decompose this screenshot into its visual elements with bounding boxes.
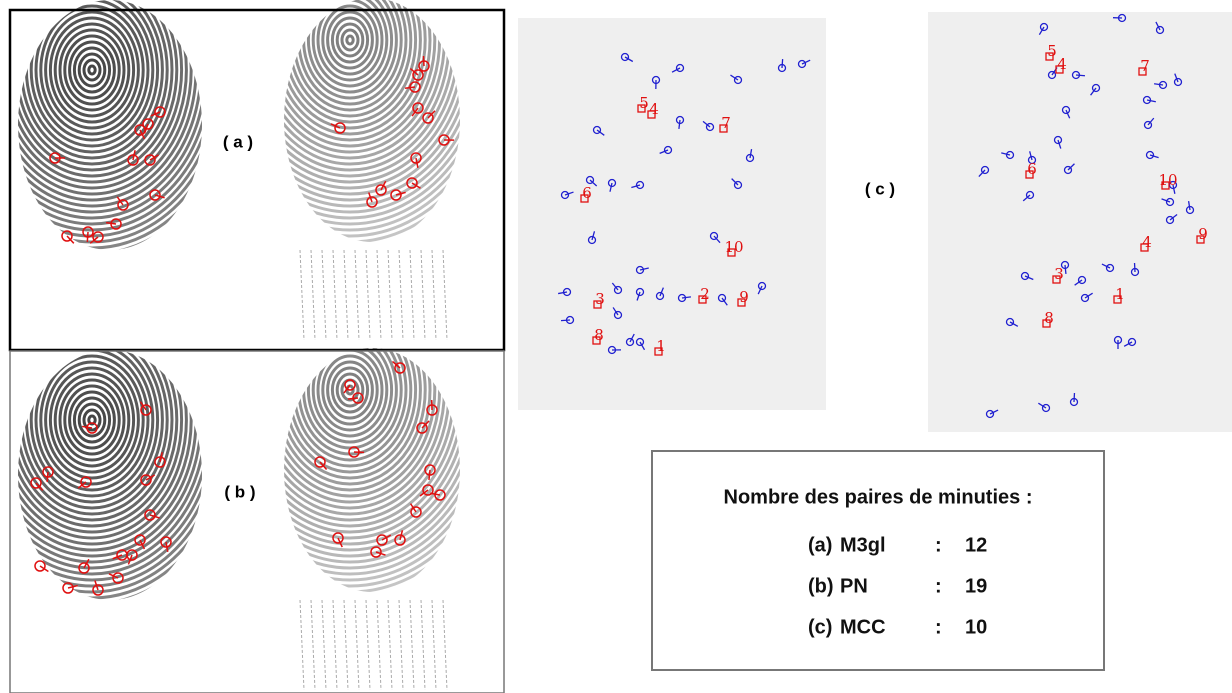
minutia-dir xyxy=(1076,75,1085,76)
minutia-dir xyxy=(416,158,418,168)
match-label: 10 xyxy=(1158,171,1177,189)
ridge xyxy=(50,18,133,122)
smudge xyxy=(366,600,370,690)
match-label: 7 xyxy=(721,114,731,132)
smudge xyxy=(410,600,414,690)
smudge xyxy=(432,250,436,340)
fingerprint xyxy=(0,164,297,676)
ridge xyxy=(0,170,292,670)
minutia-dir xyxy=(82,426,92,428)
minutia-dir xyxy=(430,493,440,495)
figure: ( a ) ( b ) ( c ) 5476103298154761094318… xyxy=(0,0,1232,693)
summary-cell: (b) xyxy=(808,575,834,597)
smudge xyxy=(377,250,381,340)
smudge xyxy=(443,600,447,690)
summary-cell: 12 xyxy=(965,534,987,556)
minutia-dir xyxy=(47,472,48,482)
fingerprint xyxy=(0,0,297,326)
smudge xyxy=(410,250,414,340)
smudge xyxy=(355,600,359,690)
minutia-dir xyxy=(429,470,430,480)
summary-title: Nombre des paires de minuties : xyxy=(724,486,1033,508)
smudge xyxy=(388,250,392,340)
ridge xyxy=(70,392,115,448)
summary-cell: MCC xyxy=(840,616,886,638)
ridge xyxy=(328,12,373,68)
match-label: 4 xyxy=(1057,55,1067,73)
ridge xyxy=(0,0,220,230)
smudge xyxy=(322,250,326,340)
smudge xyxy=(443,250,447,340)
match-label: 1 xyxy=(656,337,666,355)
summary-cell: 19 xyxy=(965,575,987,597)
match-label: 1 xyxy=(1115,285,1125,303)
minutia-dir xyxy=(133,150,135,160)
smudge xyxy=(366,250,370,340)
smudge xyxy=(344,600,348,690)
ridge xyxy=(347,36,353,44)
smudge xyxy=(344,250,348,340)
smudge xyxy=(421,250,425,340)
match-label: 4 xyxy=(649,100,659,118)
match-label: 7 xyxy=(1140,57,1150,75)
smudge xyxy=(311,600,315,690)
smudge xyxy=(421,600,425,690)
match-label: 8 xyxy=(594,326,604,344)
match-label: 8 xyxy=(1044,309,1054,327)
smudge xyxy=(399,250,403,340)
fingerprints xyxy=(0,0,555,690)
smudge xyxy=(300,250,304,340)
summary-cell: : xyxy=(935,575,942,597)
smudge xyxy=(399,600,403,690)
smudge xyxy=(355,250,359,340)
smudge xyxy=(377,600,381,690)
panel-label: ( a ) xyxy=(223,132,253,151)
smudge xyxy=(432,600,436,690)
minutia-dir xyxy=(561,320,570,321)
summary-cell: M3gl xyxy=(840,534,886,556)
match-label: 9 xyxy=(1198,225,1208,243)
smudge xyxy=(322,600,326,690)
summary-cell: : xyxy=(935,534,942,556)
summary-cell: : xyxy=(935,616,942,638)
match-label: 10 xyxy=(724,238,743,256)
match-label: 2 xyxy=(700,285,710,303)
minutia-dir xyxy=(348,398,358,399)
summary-cell: (c) xyxy=(808,616,832,638)
match-label: 9 xyxy=(739,288,749,306)
match-label: 6 xyxy=(1027,160,1037,178)
smudge xyxy=(300,600,304,690)
minutia-dir xyxy=(87,232,88,242)
ridge xyxy=(342,30,358,50)
summary-cell: 10 xyxy=(965,616,987,638)
minutia-dir xyxy=(67,236,74,243)
ridge xyxy=(50,368,133,472)
ridge xyxy=(89,66,95,74)
ridge xyxy=(70,42,115,98)
panel-label: ( b ) xyxy=(224,482,255,501)
panel-c-left xyxy=(518,18,826,410)
summary-cell: PN xyxy=(840,575,868,597)
panel-label: ( c ) xyxy=(865,179,895,198)
smudge xyxy=(388,600,392,690)
match-label: 3 xyxy=(1054,265,1064,283)
match-label: 6 xyxy=(582,184,592,202)
smudge xyxy=(333,600,337,690)
ridge xyxy=(2,308,181,532)
match-label: 5 xyxy=(1047,42,1057,60)
ridge xyxy=(174,0,526,260)
match-label: 3 xyxy=(595,290,605,308)
ridge xyxy=(84,60,100,80)
match-label: 4 xyxy=(1142,233,1152,251)
summary-cell: (a) xyxy=(808,534,832,556)
minutia-dir xyxy=(423,56,424,66)
match-label: 5 xyxy=(639,94,649,112)
smudge xyxy=(311,250,315,340)
minutia-dir xyxy=(782,59,783,68)
smudge xyxy=(333,250,337,340)
fingerprint xyxy=(145,0,555,296)
ridge xyxy=(36,0,148,140)
